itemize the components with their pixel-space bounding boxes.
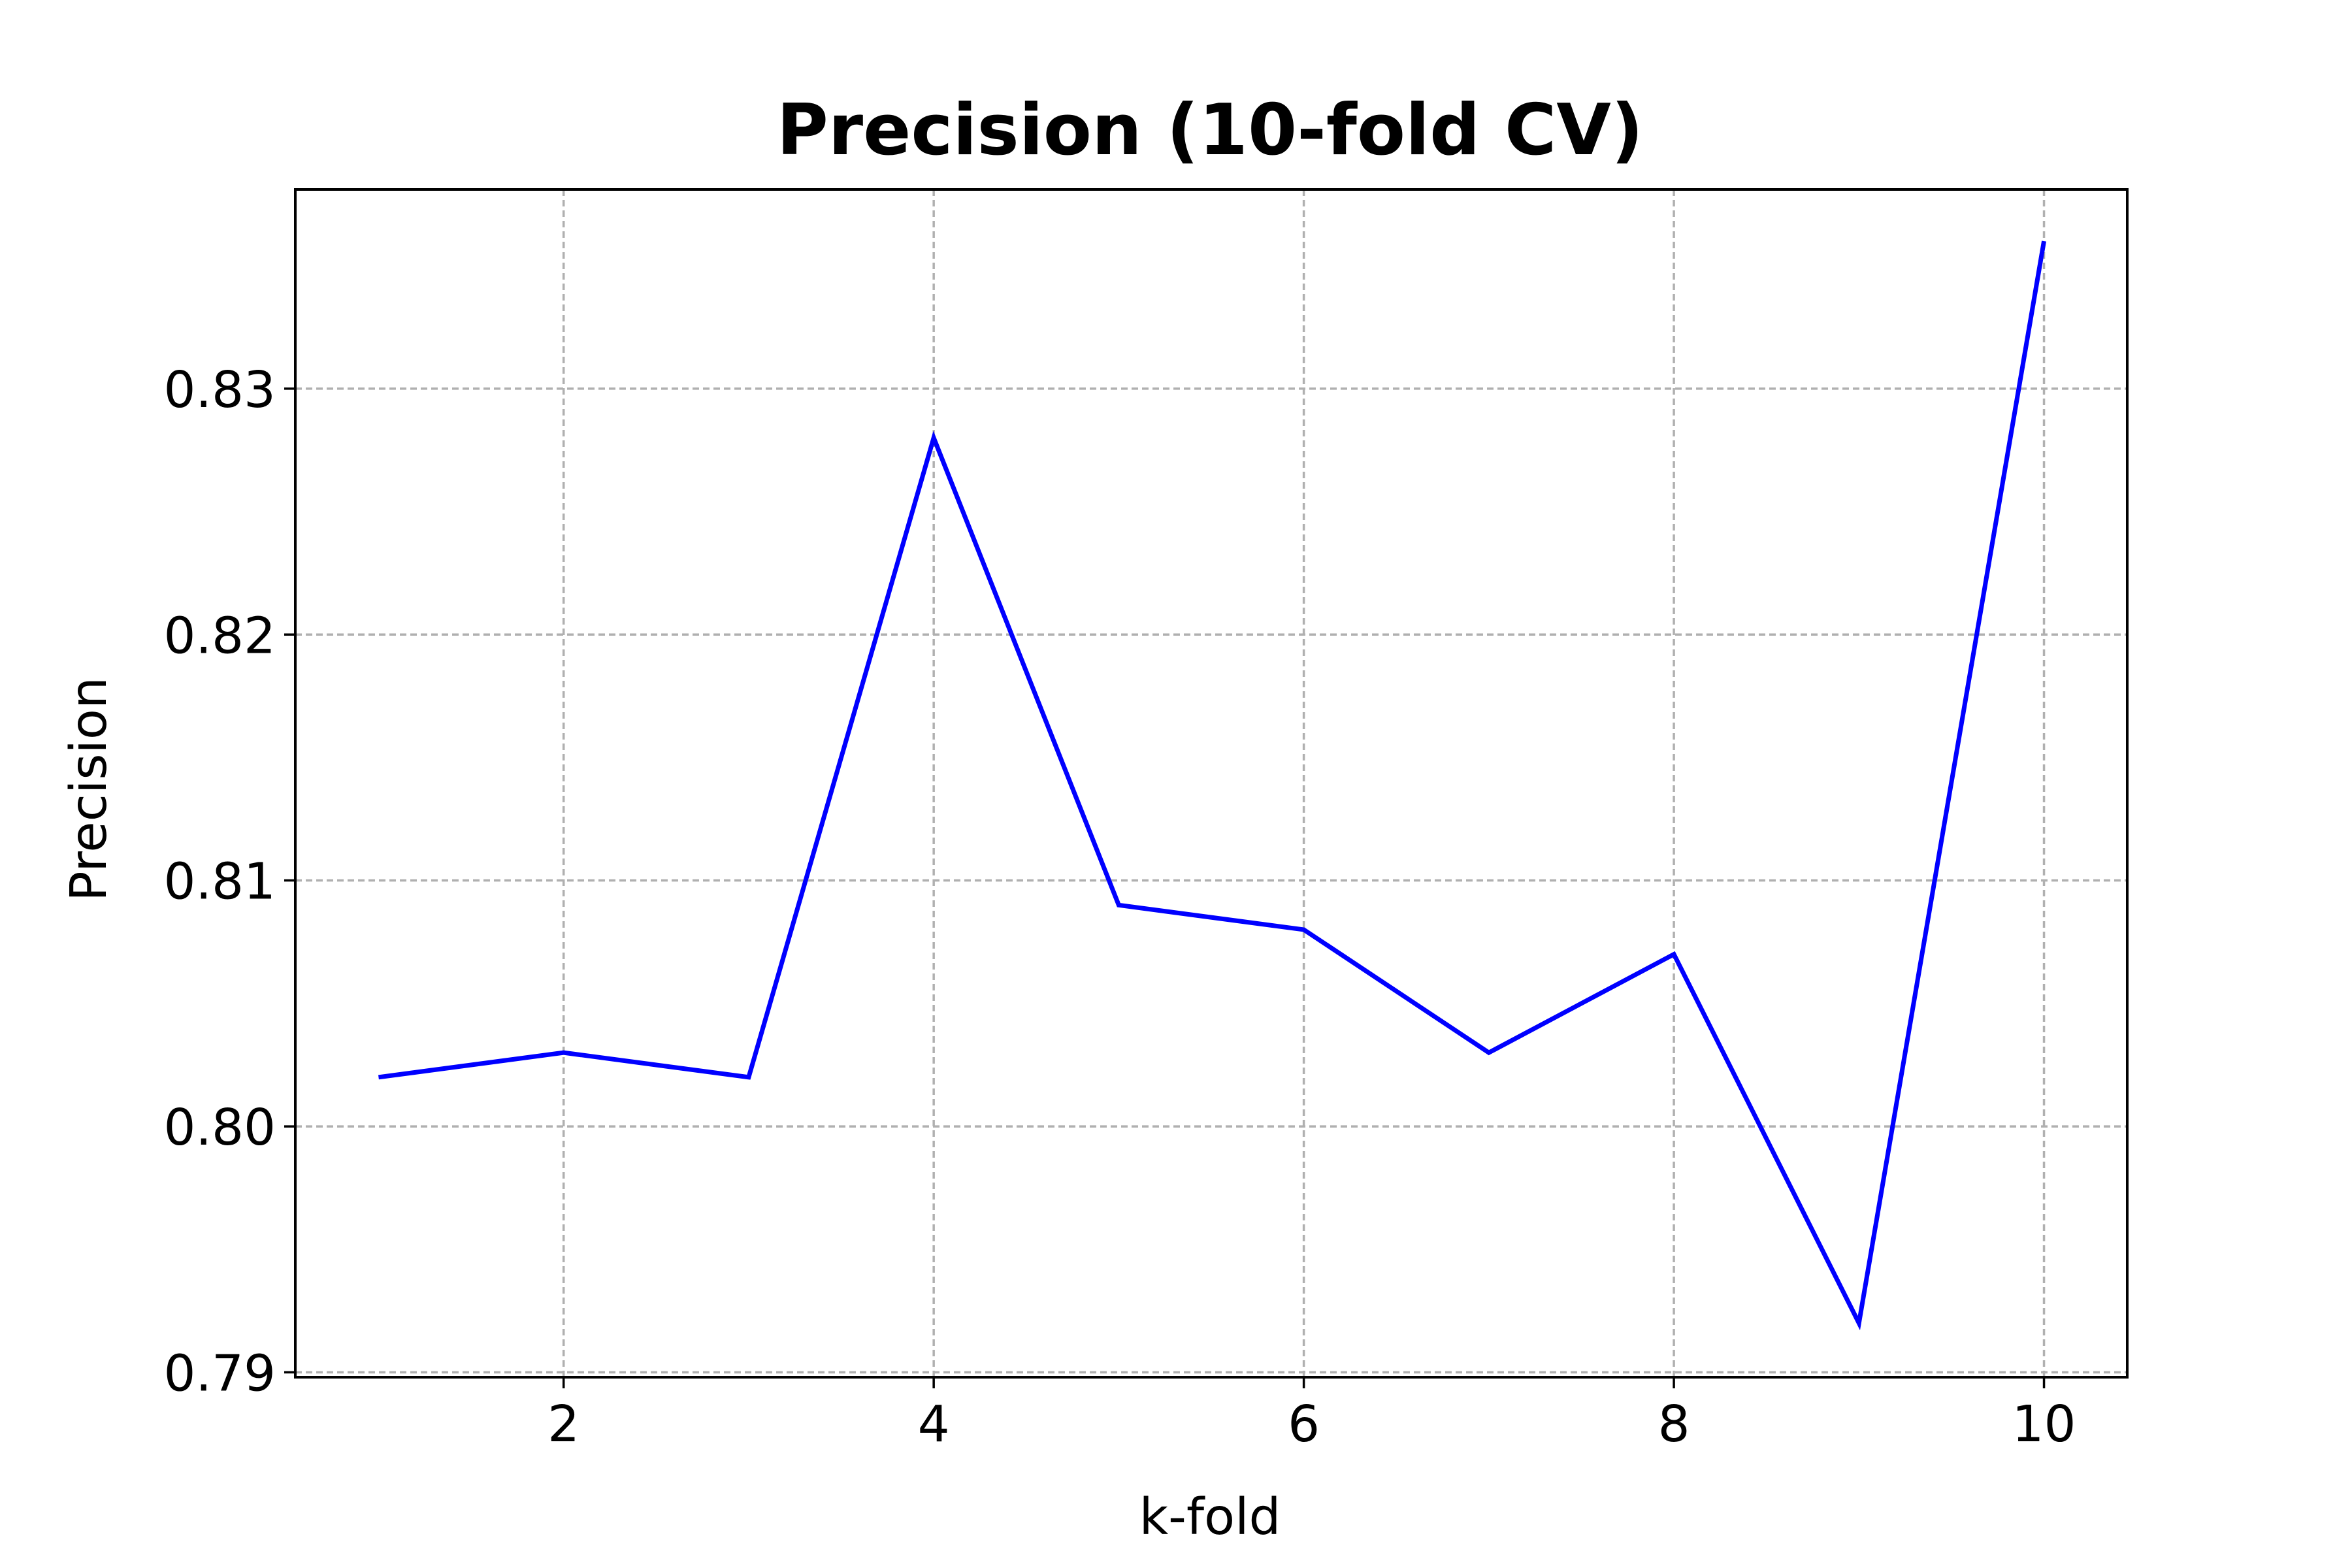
y-tick-label: 0.82: [164, 607, 276, 665]
x-tick-label: 10: [2012, 1396, 2076, 1454]
series-line-precision: [378, 240, 2046, 1331]
axis-ticks: 2 4 6 8 10 0.79 0.80 0.81 0.82 0.83: [164, 361, 2076, 1454]
data-point: [1486, 1050, 1492, 1055]
data-point: [561, 1050, 566, 1055]
data-point: [931, 435, 936, 440]
y-tick-label: 0.80: [164, 1099, 276, 1157]
series-layer: [376, 238, 2047, 1331]
x-tick-label: 8: [1658, 1396, 1690, 1454]
y-tick-label: 0.81: [164, 853, 276, 911]
y-axis-label: Precision: [60, 677, 118, 902]
plot-frame: [294, 188, 2129, 1379]
y-tick-label: 0.83: [164, 361, 276, 419]
data-point: [1301, 927, 1307, 932]
x-tick-label: 4: [918, 1396, 950, 1454]
grid: [295, 189, 2127, 1377]
chart-title: Precision (10-fold CV): [777, 90, 1643, 171]
x-tick-label: 2: [547, 1396, 580, 1454]
y-tick-label: 0.79: [164, 1345, 276, 1403]
data-point: [376, 1075, 381, 1080]
data-point: [1671, 952, 1676, 957]
x-tick-label: 6: [1288, 1396, 1320, 1454]
data-point: [746, 1075, 751, 1080]
data-point: [1856, 1320, 1861, 1326]
x-axis-label: k-fold: [1139, 1488, 1281, 1546]
data-point: [1116, 902, 1121, 907]
data-point: [2042, 238, 2047, 244]
